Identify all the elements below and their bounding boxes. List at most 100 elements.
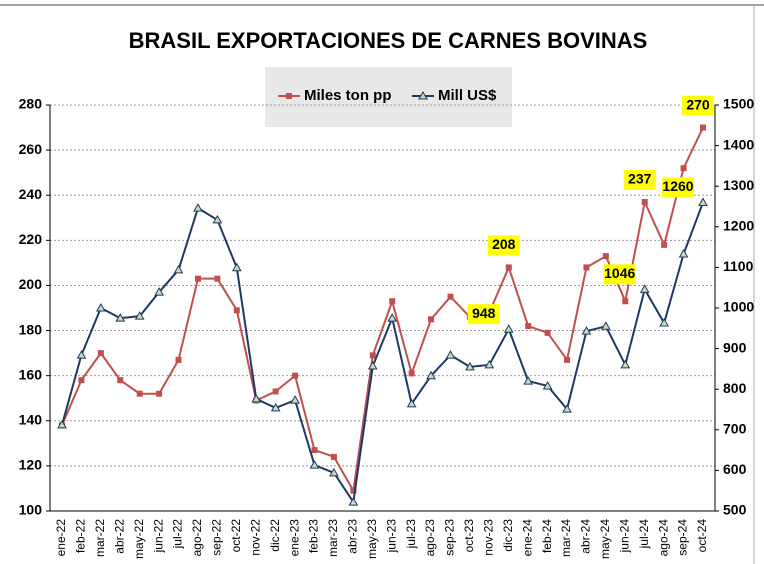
label-box [682, 95, 714, 116]
y2-tick-label: 600 [723, 461, 747, 477]
y-tick-label: 280 [19, 96, 43, 112]
y2-tick-label: 900 [723, 339, 747, 355]
x-tick-label: oct-23 [462, 519, 476, 553]
marker [542, 380, 553, 390]
label-box [662, 177, 694, 198]
marker [525, 323, 532, 330]
marker [564, 356, 571, 363]
label-box [623, 169, 656, 190]
marker [387, 313, 398, 322]
marker [465, 361, 475, 371]
marker [117, 377, 124, 384]
x-tick-label: dic-22 [268, 519, 282, 552]
marker [156, 390, 163, 397]
marker [115, 313, 126, 322]
marker [233, 307, 240, 314]
y2-tick-label: 1300 [723, 177, 754, 193]
marker [678, 248, 689, 258]
marker [505, 264, 512, 271]
marker [583, 264, 590, 271]
legend-label: Miles ton pp [304, 87, 392, 104]
data-label: 1046 [604, 265, 635, 281]
data-label: 237 [628, 171, 652, 187]
marker [193, 203, 203, 212]
marker [57, 419, 67, 429]
marker [428, 316, 435, 323]
y2-tick-label: 1200 [723, 218, 754, 234]
x-tick-label: oct-22 [229, 519, 243, 553]
marker [581, 326, 592, 335]
y2-tick-label: 1000 [723, 299, 754, 315]
marker [562, 404, 572, 413]
marker [445, 350, 456, 359]
x-tick-label: ago-24 [656, 519, 670, 557]
x-tick-label: jul-22 [171, 519, 185, 550]
legend-label: Mill US$ [438, 87, 497, 104]
y-tick-label: 240 [19, 186, 43, 202]
marker [270, 402, 281, 412]
marker [406, 398, 417, 408]
x-tick-label: ene-23 [287, 519, 301, 557]
marker [369, 352, 376, 359]
marker [367, 361, 378, 370]
marker [700, 124, 706, 131]
y2-tick-label: 1400 [723, 136, 754, 152]
x-tick-label: ago-22 [190, 519, 204, 557]
y-tick-label: 200 [19, 276, 43, 292]
data-label: 948 [472, 305, 496, 321]
y-tick-label: 140 [19, 411, 43, 427]
marker [311, 447, 318, 454]
marker [348, 497, 359, 506]
label-box [603, 264, 636, 285]
marker [698, 197, 708, 206]
marker [503, 324, 514, 333]
x-tick-label: sep-22 [210, 519, 224, 556]
marker [622, 298, 629, 305]
marker [175, 356, 182, 363]
data-label: 1260 [662, 178, 693, 194]
marker [680, 165, 687, 172]
marker [154, 287, 164, 296]
x-tick-label: abr-23 [346, 519, 360, 554]
marker [639, 284, 650, 293]
x-tick-label: nov-23 [482, 519, 496, 556]
y-tick-label: 120 [19, 457, 43, 473]
x-tick-label: nov-22 [248, 519, 262, 556]
x-tick-label: feb-22 [74, 519, 88, 553]
legend-marker [286, 93, 292, 99]
x-tick-label: ene-22 [54, 519, 68, 557]
marker [620, 359, 631, 369]
x-tick-label: mar-23 [326, 519, 340, 557]
x-tick-label: abr-22 [112, 519, 126, 554]
marker [544, 329, 551, 336]
marker [292, 372, 299, 379]
marker [641, 198, 648, 205]
y2-tick-label: 700 [723, 421, 747, 437]
x-tick-label: dic-23 [501, 519, 515, 552]
marker [290, 395, 300, 404]
label-box [467, 304, 500, 325]
legend-marker [418, 90, 428, 100]
x-tick-label: feb-24 [540, 519, 554, 553]
marker [330, 453, 337, 460]
y2-tick-label: 500 [723, 502, 747, 518]
marker [136, 390, 143, 397]
x-tick-label: ene-24 [520, 519, 534, 557]
y-tick-label: 160 [19, 366, 43, 382]
marker [134, 311, 145, 320]
marker [602, 253, 609, 260]
marker [659, 318, 670, 327]
marker [408, 370, 415, 377]
marker [272, 388, 279, 395]
marker [661, 241, 668, 248]
marker [251, 393, 262, 403]
marker [350, 487, 357, 494]
marker [523, 376, 534, 385]
x-tick-label: jun-23 [384, 519, 398, 554]
x-tick-label: feb-23 [307, 519, 321, 553]
marker [194, 275, 201, 282]
y-tick-label: 180 [19, 321, 43, 337]
y2-tick-label: 1500 [723, 96, 754, 112]
x-tick-label: may-23 [365, 519, 379, 559]
